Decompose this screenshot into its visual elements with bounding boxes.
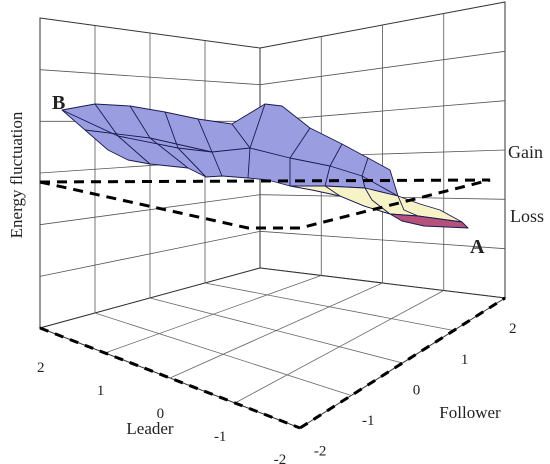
zero-plane [39, 178, 491, 230]
point-label-b: B [52, 92, 65, 114]
surface-mesh-line [231, 123, 251, 149]
x-tick-label: -2 [274, 452, 287, 464]
y-tick-label: -2 [314, 443, 327, 459]
floor-grid-line [94, 312, 352, 396]
x-tick-label: -1 [214, 429, 227, 445]
energy-surface [61, 103, 469, 229]
y-tick-label: 2 [509, 321, 517, 337]
x-axis-label: Leader [126, 419, 174, 438]
floor [38, 267, 507, 430]
floor-front-edge-left [39, 326, 301, 430]
floor-front-edge-right [299, 296, 506, 430]
y-tick-label: 1 [461, 352, 469, 368]
z-axis-label: Energy fluctuation [7, 111, 26, 238]
surface-mesh-line [364, 187, 391, 215]
x-axis-ticks: 2 1 0 -1 -2 [37, 360, 286, 464]
gain-annotation: Gain [508, 142, 543, 162]
y-axis-ticks: -2 -1 0 1 2 [314, 321, 517, 459]
floor-grid-line [234, 290, 444, 404]
x-tick-label: 0 [157, 406, 165, 422]
x-tick-label: 1 [97, 383, 105, 399]
loss-annotation: Loss [510, 206, 544, 226]
x-tick-label: 2 [37, 360, 45, 376]
y-tick-label: 0 [413, 382, 421, 398]
surface-mesh-line [397, 195, 419, 217]
loss-deep-surface [389, 213, 469, 229]
point-label-a: A [470, 236, 485, 258]
y-axis-label: Follower [439, 403, 501, 422]
surface-mesh-line [84, 129, 213, 153]
floor-grid-line [149, 297, 403, 364]
y-tick-label: -1 [362, 413, 375, 429]
